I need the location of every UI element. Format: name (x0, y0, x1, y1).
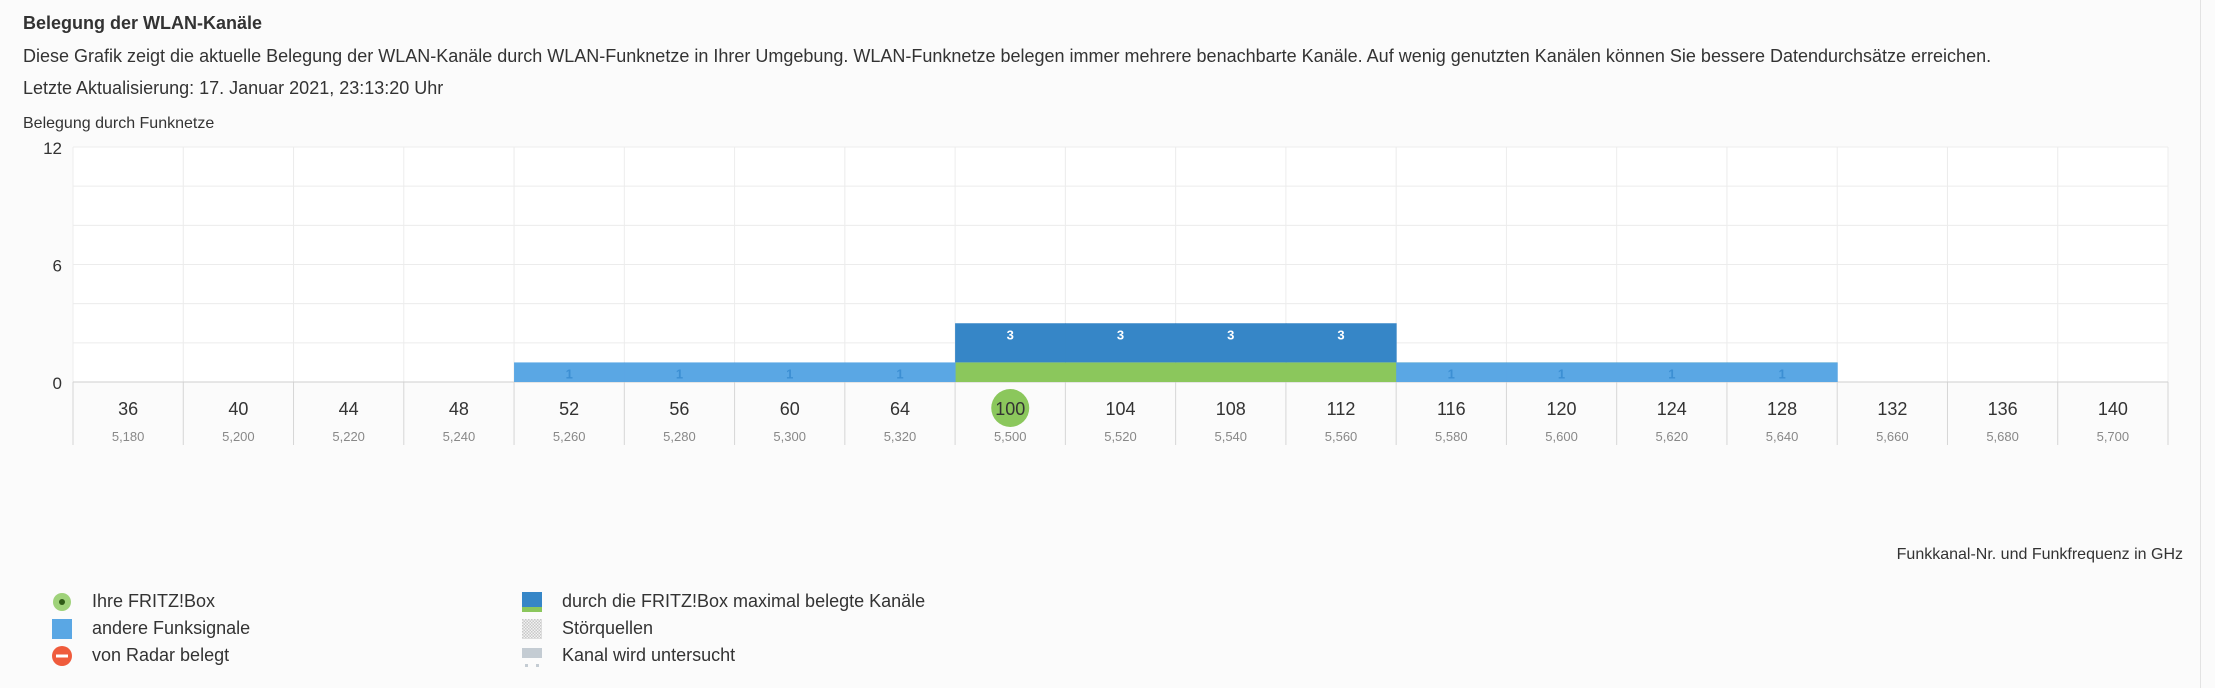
bar-andere (624, 362, 736, 382)
x-axis-label: Funkkanal-Nr. und Funkfrequenz in GHz (1896, 546, 2183, 563)
frequency-label: 5,580 (1435, 429, 1468, 444)
frequency-label: 5,200 (222, 429, 255, 444)
frequency-label: 5,560 (1325, 429, 1358, 444)
bar-andere (1506, 362, 1618, 382)
legend-item-scanning: Kanal wird untersucht (522, 645, 736, 667)
frequency-label: 5,300 (773, 429, 806, 444)
legend-item-fritzbox: Ihre FRITZ!Box (52, 591, 215, 612)
radar-icon (52, 645, 72, 666)
bar-andere (1726, 362, 1838, 382)
frequency-label: 5,640 (1766, 429, 1799, 444)
scanning-icon (522, 646, 542, 667)
legend-label: Ihre FRITZ!Box (92, 591, 216, 611)
bar-durch (1285, 323, 1397, 363)
channel-label: 36 (118, 399, 138, 419)
green-dot-icon (52, 592, 72, 612)
channel-label: 52 (559, 399, 579, 419)
interference-icon (522, 618, 542, 639)
bar-value-label: 1 (566, 366, 573, 381)
frequency-label: 5,180 (112, 429, 145, 444)
channel-label: 116 (1437, 399, 1466, 419)
legend-label: Störquellen (562, 618, 654, 638)
channel-label: 40 (228, 399, 248, 419)
frequency-label: 5,540 (1214, 429, 1247, 444)
frequency-label: 5,520 (1104, 429, 1137, 444)
channel-label: 108 (1216, 399, 1246, 419)
channel-label: 128 (1767, 399, 1797, 419)
frequency-label: 5,700 (2097, 429, 2130, 444)
legend-item-interference: Störquellen (522, 618, 653, 639)
channel-label: 48 (449, 399, 469, 419)
channel-label: 112 (1327, 399, 1356, 419)
frequency-label: 5,280 (663, 429, 696, 444)
channel-chart: 0 6 12 1 1 1 1 1 1 1 1 3 3 3 3 36 5,180 40 5,200 44 5,220 48 5… (43, 139, 2169, 445)
bar-value-label: 3 (1227, 327, 1234, 342)
panel-divider (2200, 0, 2201, 688)
frequency-label: 5,660 (1876, 429, 1909, 444)
channel-label: 136 (1988, 399, 2018, 419)
bar-value-label: 3 (1117, 327, 1124, 342)
channel-label: 64 (890, 399, 910, 419)
frequency-label: 5,240 (443, 429, 476, 444)
blue-square-icon (52, 618, 72, 639)
bar-value-label: 3 (1007, 327, 1014, 342)
bar-value-label: 1 (786, 366, 793, 381)
channel-label: 132 (1877, 399, 1907, 419)
frequency-label: 5,680 (1986, 429, 2019, 444)
bar-durch (1065, 323, 1177, 363)
bar-durch (1175, 323, 1287, 363)
channel-label: 140 (2098, 399, 2128, 419)
channel-label: 60 (780, 399, 800, 419)
bar-value-label: 1 (896, 366, 903, 381)
legend-label: andere Funksignale (92, 618, 251, 638)
bar-value-label: 1 (1558, 366, 1565, 381)
legend-item-other-signals: andere Funksignale (52, 618, 250, 639)
bar-value-label: 1 (1778, 366, 1785, 381)
frequency-label: 5,600 (1545, 429, 1578, 444)
page-title: Belegung der WLAN-Kanäle (23, 13, 263, 33)
channel-label: 124 (1657, 399, 1687, 419)
bar-value-label: 1 (1668, 366, 1675, 381)
bar-andere (1616, 362, 1728, 382)
channel-label: 104 (1105, 399, 1135, 419)
fritzbox-channels-icon (522, 591, 542, 612)
legend-label: von Radar belegt (92, 645, 230, 665)
channel-label: 120 (1547, 399, 1577, 419)
bar-value-label: 1 (676, 366, 683, 381)
legend-label: Kanal wird untersucht (562, 645, 736, 665)
own-channel-marker (991, 389, 1030, 427)
channel-label: 56 (669, 399, 689, 419)
last-updated-text: Letzte Aktualisierung: 17. Januar 2021, … (23, 78, 444, 98)
legend-item-fritzbox-channels: durch die FRITZ!Box maximal belegte Kanä… (522, 591, 925, 612)
frequency-label: 5,500 (994, 429, 1027, 444)
y-tick-label: 12 (43, 139, 62, 158)
bar-andere (514, 362, 625, 382)
bar-andere (844, 362, 956, 382)
frequency-label: 5,320 (884, 429, 917, 444)
legend-label: durch die FRITZ!Box maximal belegte Kanä… (562, 591, 926, 611)
bar-value-label: 3 (1337, 327, 1344, 342)
bar-andere (734, 362, 846, 382)
bar-durch (955, 323, 1066, 363)
bar-value-label: 1 (1448, 366, 1455, 381)
y-tick-label: 6 (53, 257, 62, 276)
description-text: Diese Grafik zeigt die aktuelle Belegung… (23, 46, 1992, 66)
y-axis-label: Belegung durch Funknetze (23, 115, 215, 132)
y-tick-label: 0 (53, 374, 62, 393)
channel-label: 100 (995, 399, 1025, 419)
legend-item-radar: von Radar belegt (52, 645, 229, 666)
frequency-label: 5,620 (1656, 429, 1689, 444)
channel-label: 44 (339, 399, 359, 419)
bar-andere (1396, 362, 1507, 382)
frequency-label: 5,220 (332, 429, 365, 444)
frequency-label: 5,260 (553, 429, 586, 444)
